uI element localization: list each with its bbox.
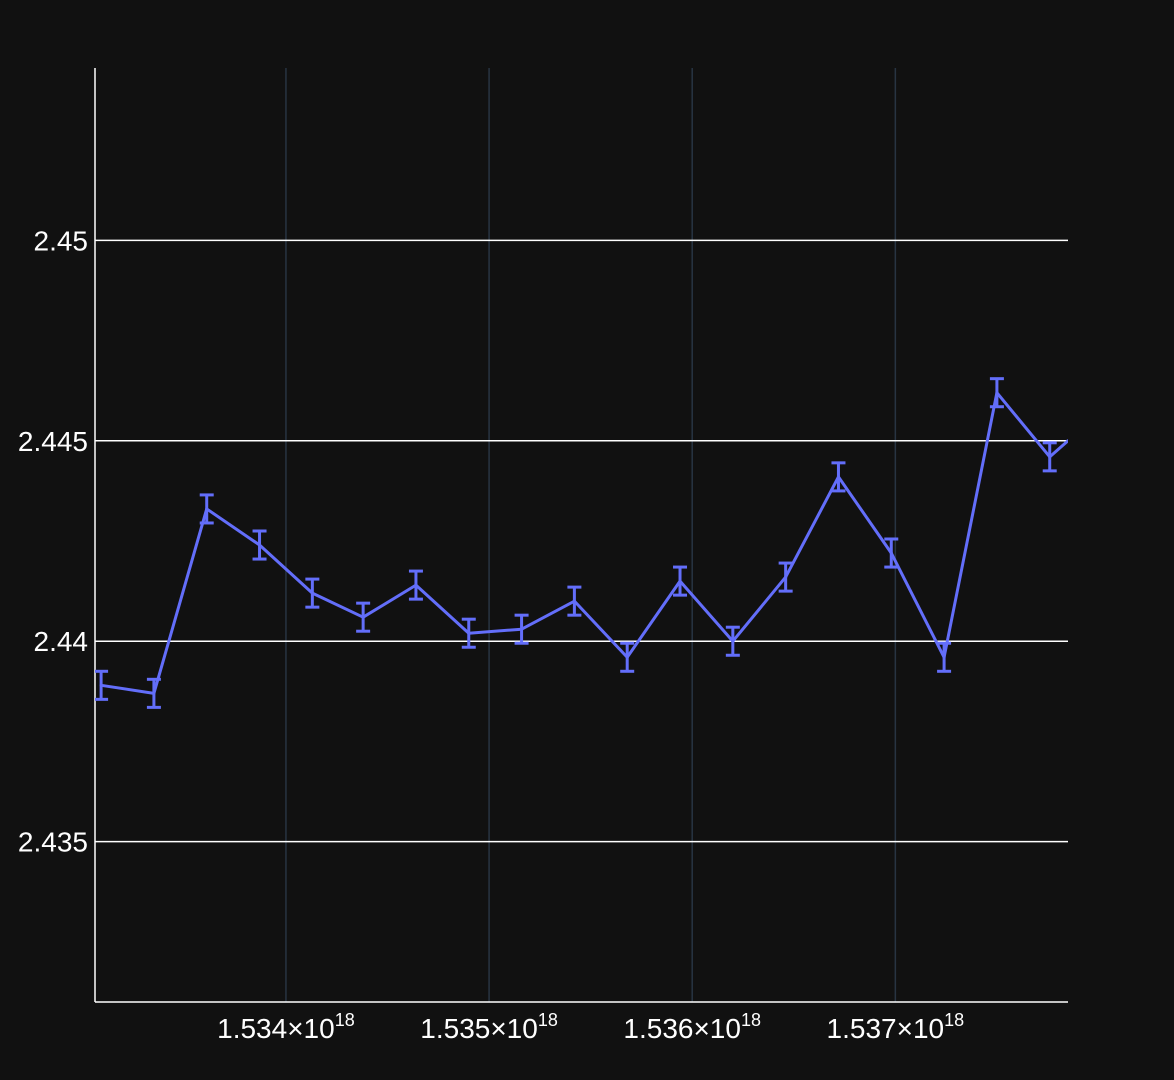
x-tick-label-3: 1.537×1018 xyxy=(827,1010,965,1044)
data-point-2 xyxy=(205,507,209,511)
x-tick-mantissa: 1.534×10 xyxy=(217,1013,335,1044)
x-grid-lines xyxy=(285,68,897,1002)
series-line-0 xyxy=(100,391,1068,695)
data-point-8 xyxy=(520,627,524,631)
x-tick-label-0: 1.534×1018 xyxy=(217,1010,355,1044)
data-point-13 xyxy=(784,575,788,579)
series-0 xyxy=(95,377,1068,709)
data-point-17 xyxy=(995,391,999,395)
data-point-18 xyxy=(1048,455,1052,459)
data-point-4 xyxy=(310,591,314,595)
x-tick-mantissa: 1.536×10 xyxy=(623,1013,741,1044)
y-tick-label-1: 2.44 xyxy=(34,626,89,657)
x-tick-mantissa: 1.537×10 xyxy=(827,1013,945,1044)
data-point-14 xyxy=(836,475,840,479)
y-tick-label-2: 2.445 xyxy=(18,426,88,457)
axes xyxy=(94,68,1068,1003)
y-grid-lines xyxy=(95,239,1068,843)
data-point-11 xyxy=(678,579,682,583)
data-point-10 xyxy=(625,655,629,659)
x-tick-label-1: 1.535×1018 xyxy=(420,1010,558,1044)
series-layer xyxy=(95,377,1068,709)
data-point-7 xyxy=(467,631,471,635)
data-point-3 xyxy=(258,543,262,547)
x-tick-exponent: 18 xyxy=(335,1010,355,1030)
data-point-9 xyxy=(572,599,576,603)
x-tick-exponent: 18 xyxy=(944,1010,964,1030)
data-point-6 xyxy=(414,583,418,587)
data-point-15 xyxy=(889,551,893,555)
data-point-19 xyxy=(1066,439,1068,443)
data-point-5 xyxy=(361,615,365,619)
data-point-16 xyxy=(942,655,946,659)
x-tick-label-2: 1.536×1018 xyxy=(623,1010,761,1044)
y-tick-label-0: 2.435 xyxy=(18,827,88,858)
x-tick-exponent: 18 xyxy=(538,1010,558,1030)
x-tick-exponent: 18 xyxy=(741,1010,761,1030)
data-point-1 xyxy=(152,691,156,695)
data-point-0 xyxy=(99,683,103,687)
data-point-12 xyxy=(731,639,735,643)
x-tick-mantissa: 1.535×10 xyxy=(420,1013,538,1044)
y-tick-label-3: 2.45 xyxy=(34,225,89,256)
